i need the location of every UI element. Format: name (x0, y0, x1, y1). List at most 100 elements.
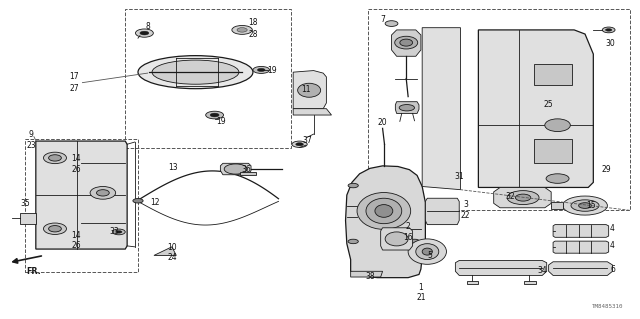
Text: FR.: FR. (26, 268, 41, 277)
Polygon shape (426, 174, 447, 182)
Text: 17: 17 (69, 72, 79, 81)
Text: 35: 35 (20, 199, 30, 208)
Ellipse shape (237, 28, 247, 32)
Ellipse shape (602, 27, 615, 33)
Ellipse shape (133, 198, 143, 203)
Text: 12: 12 (150, 198, 160, 207)
Text: 3: 3 (463, 200, 468, 209)
Ellipse shape (579, 203, 591, 208)
Text: 38: 38 (365, 272, 374, 281)
Text: 4: 4 (610, 224, 615, 233)
Ellipse shape (416, 244, 439, 260)
Ellipse shape (400, 39, 413, 46)
Text: 30: 30 (605, 39, 616, 48)
Ellipse shape (253, 66, 269, 73)
Polygon shape (220, 163, 251, 175)
Text: 25: 25 (544, 100, 554, 109)
Polygon shape (551, 202, 563, 209)
Ellipse shape (210, 113, 219, 117)
Polygon shape (553, 225, 609, 237)
Polygon shape (392, 30, 421, 56)
Ellipse shape (136, 29, 154, 37)
Ellipse shape (545, 119, 570, 131)
Text: 20: 20 (378, 117, 387, 127)
Ellipse shape (424, 175, 436, 181)
Polygon shape (426, 198, 460, 225)
Text: 2: 2 (406, 222, 410, 231)
Ellipse shape (385, 21, 398, 26)
Text: 1: 1 (419, 283, 423, 292)
Text: 10: 10 (167, 243, 177, 252)
Text: 27: 27 (69, 84, 79, 93)
Polygon shape (36, 141, 127, 249)
Text: 15: 15 (587, 201, 596, 210)
Text: 19: 19 (216, 117, 226, 126)
Text: 32: 32 (506, 191, 515, 201)
Polygon shape (240, 172, 256, 175)
Ellipse shape (140, 31, 149, 35)
Ellipse shape (90, 187, 116, 199)
Text: 24: 24 (167, 254, 177, 263)
Text: 11: 11 (301, 85, 310, 94)
Text: 6: 6 (610, 264, 615, 274)
Text: 16: 16 (403, 233, 413, 242)
Text: 14: 14 (71, 231, 81, 240)
Ellipse shape (385, 232, 408, 246)
Text: 33: 33 (109, 227, 119, 236)
Ellipse shape (296, 143, 303, 146)
Polygon shape (534, 64, 572, 85)
Ellipse shape (205, 111, 223, 119)
Ellipse shape (571, 200, 599, 211)
Bar (125, 9, 291, 148)
Ellipse shape (422, 248, 433, 255)
Ellipse shape (357, 193, 411, 229)
Ellipse shape (563, 196, 607, 215)
Ellipse shape (113, 229, 125, 235)
Text: 13: 13 (168, 163, 178, 172)
Polygon shape (534, 139, 572, 163)
Ellipse shape (232, 26, 252, 34)
Ellipse shape (348, 239, 358, 244)
Text: 9: 9 (29, 130, 34, 139)
Polygon shape (396, 102, 419, 114)
Ellipse shape (298, 83, 321, 97)
Ellipse shape (546, 174, 569, 183)
Ellipse shape (605, 29, 612, 31)
Polygon shape (293, 70, 326, 109)
Text: 37: 37 (302, 136, 312, 145)
Bar (368, 9, 630, 210)
Text: 19: 19 (268, 66, 277, 75)
Polygon shape (493, 188, 551, 208)
Polygon shape (553, 241, 609, 253)
Ellipse shape (138, 56, 253, 89)
Text: TM8485310: TM8485310 (592, 304, 623, 309)
Ellipse shape (515, 194, 531, 201)
Ellipse shape (375, 204, 393, 217)
Ellipse shape (116, 231, 122, 233)
Text: 26: 26 (71, 165, 81, 174)
Polygon shape (467, 281, 478, 284)
Text: 8: 8 (145, 22, 150, 31)
Polygon shape (422, 28, 461, 190)
Text: 36: 36 (242, 165, 252, 174)
Bar (25, 139, 138, 272)
Ellipse shape (97, 190, 109, 196)
Ellipse shape (399, 105, 415, 111)
Ellipse shape (49, 226, 61, 232)
Text: 4: 4 (610, 241, 615, 250)
Ellipse shape (257, 68, 265, 71)
Ellipse shape (408, 239, 447, 264)
Polygon shape (293, 109, 332, 115)
Polygon shape (351, 271, 383, 277)
Ellipse shape (49, 155, 61, 161)
Ellipse shape (348, 183, 358, 188)
Ellipse shape (292, 141, 307, 147)
Ellipse shape (152, 60, 239, 84)
Text: 29: 29 (602, 165, 611, 174)
Polygon shape (548, 262, 612, 275)
Ellipse shape (507, 191, 539, 204)
Polygon shape (456, 261, 547, 275)
Text: 23: 23 (26, 141, 36, 150)
Ellipse shape (44, 152, 67, 164)
Text: 31: 31 (454, 172, 464, 181)
